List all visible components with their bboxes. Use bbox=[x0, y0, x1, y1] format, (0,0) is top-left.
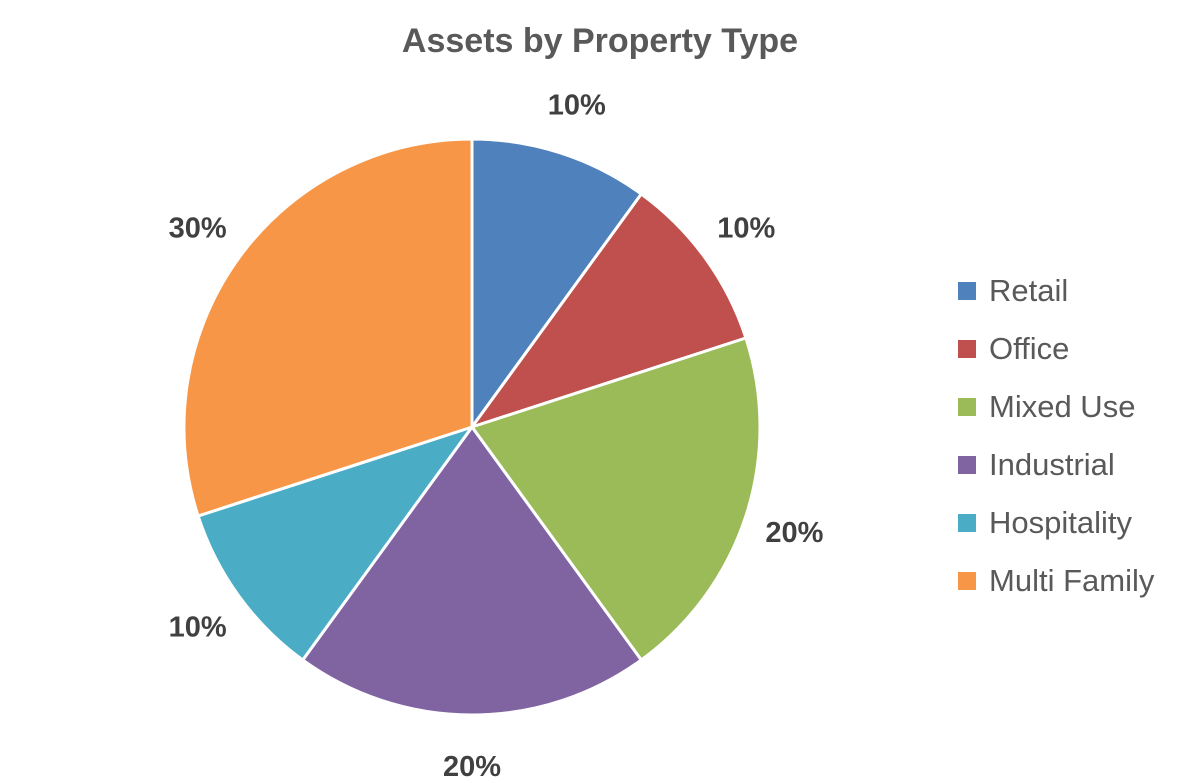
legend-item-office: Office bbox=[958, 320, 1198, 378]
data-label-retail: 10% bbox=[548, 90, 606, 122]
legend-label-mixed-use: Mixed Use bbox=[989, 389, 1136, 424]
legend-label-retail: Retail bbox=[989, 273, 1069, 308]
data-label-office: 10% bbox=[717, 213, 775, 245]
legend-item-industrial: Industrial bbox=[958, 436, 1198, 494]
legend-swatch-office bbox=[958, 340, 976, 358]
pie-slice-retail bbox=[470, 137, 643, 429]
legend-label-office: Office bbox=[989, 331, 1070, 366]
legend-item-hospitality: Hospitality bbox=[958, 494, 1198, 552]
legend: Retail Office Mixed Use Industrial Hospi… bbox=[958, 262, 1198, 610]
legend-label-hospitality: Hospitality bbox=[989, 505, 1132, 540]
legend-label-multi-family: Multi Family bbox=[989, 563, 1155, 598]
pie-slice-industrial bbox=[301, 425, 643, 717]
data-label-industrial: 20% bbox=[443, 751, 501, 783]
legend-item-mixed-use: Mixed Use bbox=[958, 378, 1198, 436]
chart-title: Assets by Property Type bbox=[401, 22, 799, 60]
legend-swatch-hospitality bbox=[958, 514, 976, 532]
legend-swatch-industrial bbox=[958, 456, 976, 474]
data-label-hospitality: 10% bbox=[169, 611, 227, 643]
pie-slice-multi-family bbox=[182, 137, 474, 518]
data-label-mixed-use: 20% bbox=[765, 517, 823, 549]
legend-swatch-mixed-use bbox=[958, 398, 976, 416]
pie-slice-mixed-use bbox=[470, 336, 762, 662]
legend-item-retail: Retail bbox=[958, 262, 1198, 320]
pie-slice-hospitality bbox=[196, 425, 474, 662]
legend-swatch-retail bbox=[958, 282, 976, 300]
legend-swatch-multi-family bbox=[958, 572, 976, 590]
legend-label-industrial: Industrial bbox=[989, 447, 1115, 482]
legend-item-multi-family: Multi Family bbox=[958, 552, 1198, 610]
pie-slice-office bbox=[470, 192, 748, 429]
data-label-multi-family: 30% bbox=[169, 213, 227, 245]
